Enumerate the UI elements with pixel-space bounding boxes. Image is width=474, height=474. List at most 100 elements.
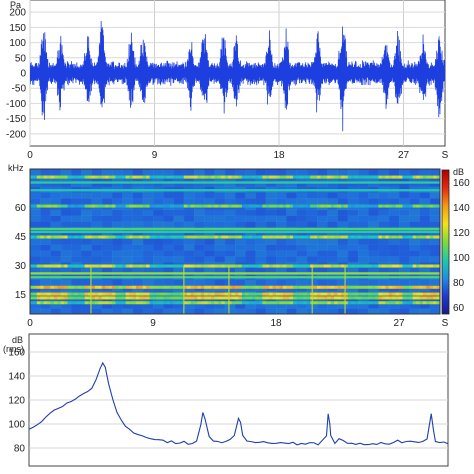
spectrogram-harmonic-segment (47, 204, 51, 208)
spectrogram-cell (255, 250, 267, 257)
spectrogram-harmonic-segment (419, 264, 424, 268)
spectrogram-cell (419, 169, 431, 176)
spectrogram-cell (347, 250, 359, 257)
spectrogram-harmonic-segment (265, 285, 270, 289)
spectrogram-harmonic-segment (183, 235, 188, 239)
spectrogram-cell (60, 238, 72, 245)
spectrogram-harmonic-segment (317, 292, 321, 296)
spectrogram-harmonic-segment (327, 204, 331, 208)
spectrogram-harmonic-segment (385, 296, 390, 300)
spectrogram-cell (327, 302, 338, 309)
spectrogram-harmonic-segment (337, 292, 342, 296)
spectrogram-cell (50, 169, 62, 176)
spectrogram-harmonic-segment (385, 175, 390, 179)
spectrogram-harmonic-segment (279, 175, 284, 179)
spectrogram-cell (40, 169, 51, 176)
spectrogram-harmonic-segment (214, 175, 219, 179)
spectrogram-cell (214, 227, 226, 234)
spectrogram-harmonic-segment (57, 204, 62, 208)
spectrogram-cell (255, 244, 267, 251)
spectrogram-cell (286, 244, 297, 251)
spectrogram-harmonic-segment (40, 264, 44, 268)
spectrogram-harmonic-segment (388, 301, 393, 305)
spectrogram-harmonic-segment (53, 296, 58, 300)
spectrogram-harmonic-segment (108, 301, 113, 305)
spectrogram-harmonic-segment (156, 175, 161, 179)
spectrogram-cell (317, 267, 328, 274)
spectrogram-cell (378, 279, 390, 286)
spectrogram-harmonic-segment (409, 301, 413, 305)
spectrogram-cell (204, 180, 215, 187)
spectrogram-cell (245, 238, 256, 245)
spectrum-y-tick-label: 140 (8, 372, 25, 383)
spectrogram-cell (347, 256, 359, 263)
spectrogram-harmonic-segment (327, 264, 331, 268)
spectrogram-harmonic-segment (224, 301, 229, 305)
spectrogram-harmonic-segment (409, 264, 413, 268)
spectrogram-cell (368, 279, 379, 286)
spectrogram-harmonic-segment (276, 285, 280, 289)
spectrogram-harmonic-segment (153, 235, 157, 239)
spectrogram-harmonic-segment (255, 235, 260, 239)
spectrogram-harmonic-segment (323, 292, 328, 296)
waveform-y-tick-label: 200 (9, 8, 26, 19)
spectrogram-harmonic-segment (53, 292, 58, 296)
spectrogram-harmonic-segment (81, 285, 85, 289)
spectrogram-cell (50, 192, 62, 199)
spectrogram-harmonic-segment (395, 264, 400, 268)
spectrogram-harmonic-segment (399, 301, 403, 305)
spectrogram-harmonic-segment (197, 264, 202, 268)
spectrogram-harmonic-segment (344, 292, 349, 296)
spectrogram-cell (327, 215, 338, 222)
spectrogram-harmonic-segment (115, 235, 120, 239)
spectrogram-harmonic-segment (334, 292, 338, 296)
spectrogram-harmonic-segment (30, 204, 34, 208)
spectrogram-harmonic-segment (71, 296, 75, 300)
spectrogram-cell (50, 209, 62, 216)
spectrogram-harmonic-segment (135, 285, 140, 289)
spectrogram-harmonic-segment (214, 204, 219, 208)
spectrogram-harmonic-segment (88, 264, 92, 268)
spectrogram-cell (296, 296, 308, 303)
spectrogram-harmonic-segment (422, 301, 427, 305)
spectrogram-cell (419, 221, 431, 228)
spectrogram-harmonic-segment (306, 301, 311, 305)
spectrogram-cell (214, 221, 226, 228)
spectrogram-cell (429, 180, 441, 187)
spectrogram-harmonic-segment (402, 235, 407, 239)
spectrogram-harmonic-segment (67, 175, 72, 179)
spectrogram-harmonic-segment (361, 264, 366, 268)
spectrogram-harmonic-segment (173, 292, 178, 296)
spectrogram-harmonic-segment (272, 204, 277, 208)
spectrogram-harmonic-segment (101, 264, 106, 268)
spectrogram-harmonic-segment (115, 296, 120, 300)
spectrogram-harmonic-segment (299, 235, 304, 239)
spectrogram-cell (60, 192, 72, 199)
waveform-x-tick-label: 27 (398, 150, 410, 161)
spectrogram-cell (183, 169, 195, 176)
spectrogram-harmonic-segment (375, 235, 379, 239)
spectrogram-harmonic-segment (409, 285, 413, 289)
spectrogram-harmonic-segment (88, 296, 92, 300)
spectrogram-harmonic-segment (33, 235, 38, 239)
spectrogram-harmonic-segment (286, 175, 290, 179)
spectrogram-cell (214, 279, 226, 286)
spectrogram-cell (255, 256, 267, 263)
spectrogram-harmonic-segment (340, 296, 345, 300)
spectrogram-harmonic-segment (334, 285, 338, 289)
spectrogram-cell (255, 238, 267, 245)
spectrogram-harmonic-segment (340, 292, 345, 296)
spectrogram-harmonic-segment (204, 301, 208, 305)
spectrogram-harmonic-segment (194, 235, 198, 239)
spectrogram-harmonic-segment (156, 296, 161, 300)
spectrogram-harmonic-segment (115, 285, 120, 289)
spectrogram-harmonic-segment (53, 301, 58, 305)
spectrogram-harmonic-segment (402, 285, 407, 289)
spectrogram-harmonic-segment (211, 301, 215, 305)
spectrogram-harmonic-segment (317, 175, 321, 179)
spectrogram-x-ticks: 0 9 18 27 S (27, 318, 448, 329)
spectrogram-harmonic-segment (176, 264, 181, 268)
spectrogram-cell (265, 192, 277, 199)
